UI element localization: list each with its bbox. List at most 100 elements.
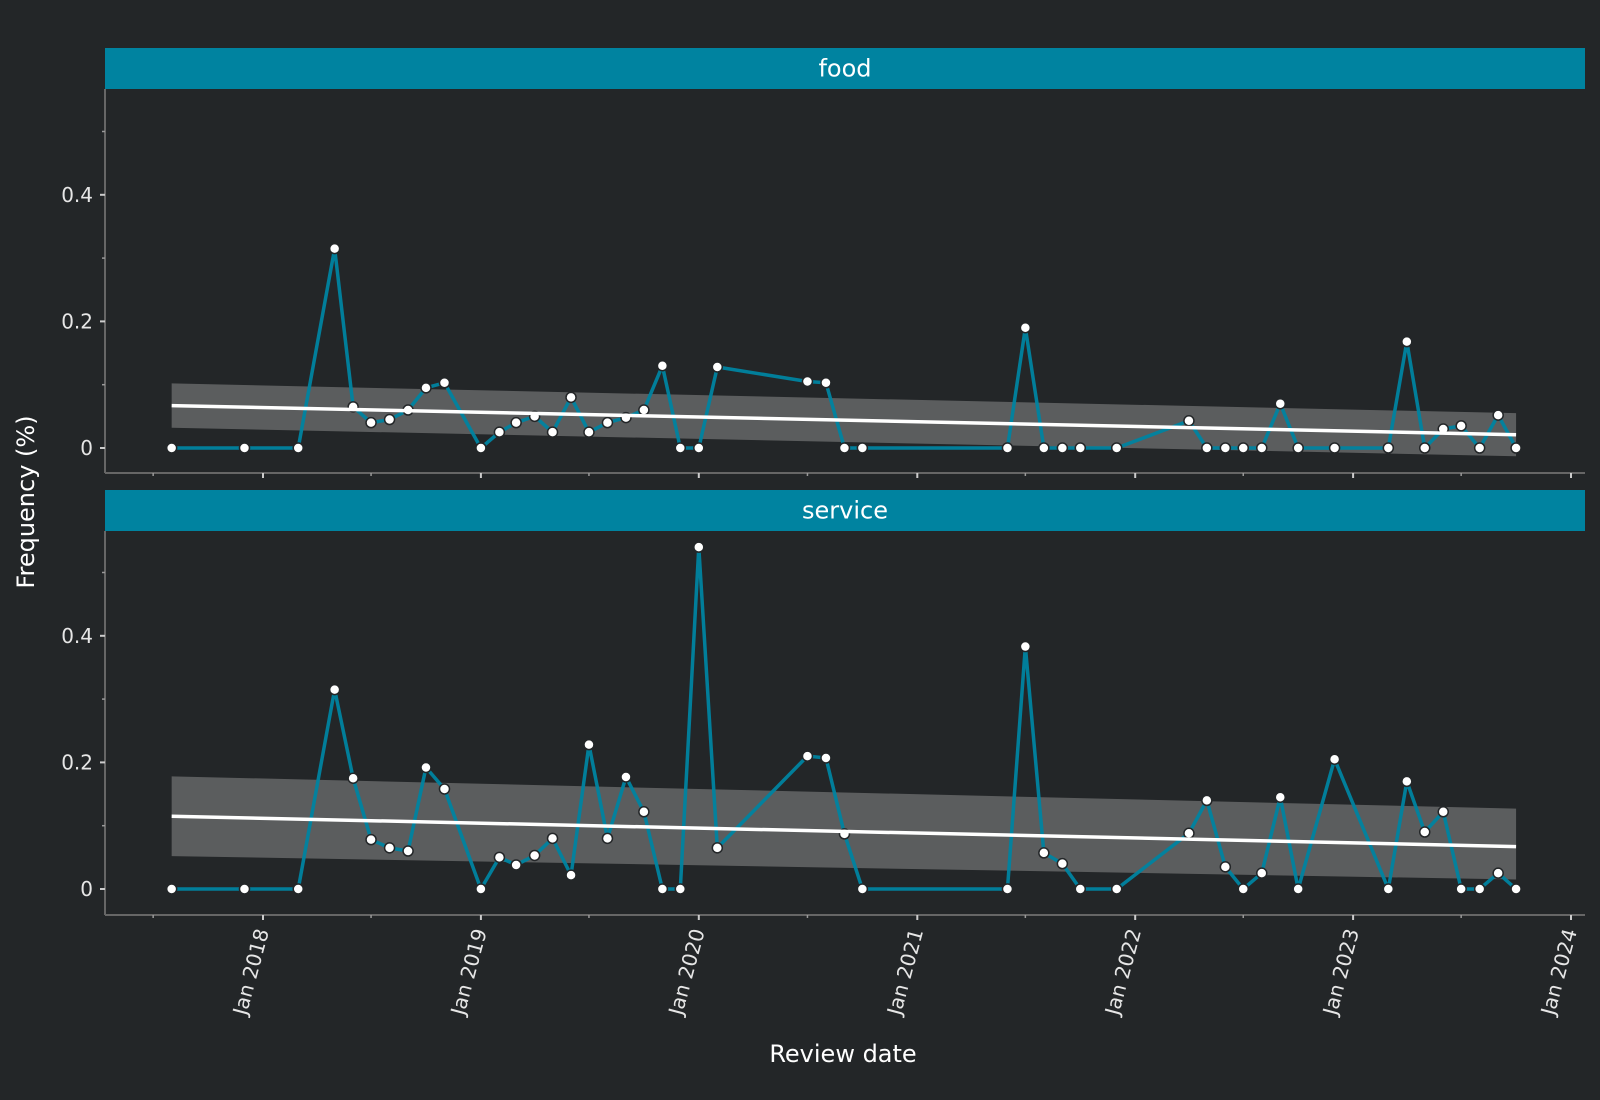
data-point xyxy=(1492,867,1504,879)
y-tick-label: 0 xyxy=(80,877,93,901)
data-point xyxy=(347,772,359,784)
facet-strip-label: food xyxy=(818,55,871,83)
data-point xyxy=(1455,883,1467,895)
data-point xyxy=(856,883,869,895)
data-point xyxy=(820,377,832,389)
data-point xyxy=(165,883,178,895)
data-point xyxy=(438,783,451,795)
data-point xyxy=(1292,883,1304,895)
data-point xyxy=(1219,442,1232,454)
data-point xyxy=(656,359,669,372)
data-point xyxy=(1110,442,1123,454)
data-point xyxy=(1074,883,1087,895)
data-point xyxy=(402,845,414,857)
data-point xyxy=(546,426,559,438)
data-point xyxy=(674,442,687,454)
data-point xyxy=(493,426,506,438)
data-point xyxy=(238,442,251,454)
data-point xyxy=(711,361,724,373)
data-point xyxy=(328,242,341,255)
y-tick-label: 0.4 xyxy=(61,183,93,207)
data-point xyxy=(801,750,814,762)
data-point xyxy=(638,404,650,416)
data-point xyxy=(1274,397,1287,410)
data-point xyxy=(565,869,577,881)
data-point xyxy=(292,442,304,454)
data-point xyxy=(1328,442,1341,454)
trend-line xyxy=(171,814,1517,849)
data-point xyxy=(238,883,251,895)
facet-strip-label: service xyxy=(802,497,888,525)
facet-panels: food 0 0.2 0.4 service 0 0.2 0.4 xyxy=(61,48,1585,920)
data-point xyxy=(1418,826,1431,838)
data-point xyxy=(510,859,522,871)
data-point xyxy=(693,442,705,454)
data-point xyxy=(1510,883,1522,895)
data-point xyxy=(1201,794,1213,807)
data-point xyxy=(565,391,577,404)
data-point xyxy=(1237,442,1250,454)
data-point xyxy=(801,375,814,388)
data-point xyxy=(1056,442,1069,454)
data-point xyxy=(1019,640,1032,653)
data-point xyxy=(475,442,487,454)
data-point xyxy=(1074,442,1087,454)
data-point xyxy=(383,413,396,426)
y-tick-label: 0 xyxy=(80,436,93,460)
data-point xyxy=(1256,442,1268,454)
data-point xyxy=(601,832,614,845)
data-point xyxy=(292,883,304,895)
data-point xyxy=(510,416,522,429)
data-point xyxy=(1038,847,1050,859)
data-point xyxy=(1510,442,1522,454)
data-point xyxy=(820,752,832,764)
data-point xyxy=(1455,420,1467,432)
data-point xyxy=(438,377,451,389)
data-point xyxy=(1038,442,1050,454)
data-point xyxy=(1473,883,1486,895)
data-point xyxy=(1328,753,1341,765)
data-point xyxy=(546,832,559,845)
y-axis-title: Frequency (%) xyxy=(12,415,40,588)
data-point xyxy=(1437,806,1449,818)
facet-strip xyxy=(105,490,1585,531)
data-point xyxy=(1401,335,1413,348)
data-point xyxy=(1418,442,1431,454)
data-point xyxy=(365,416,377,429)
trend-line xyxy=(171,403,1517,437)
data-point xyxy=(583,738,595,751)
data-point xyxy=(856,442,869,454)
y-tick-label: 0.2 xyxy=(61,309,93,333)
data-point xyxy=(528,849,541,862)
data-point xyxy=(1492,409,1504,421)
data-point xyxy=(638,806,650,818)
data-point xyxy=(1237,883,1250,895)
data-point xyxy=(1274,791,1287,803)
data-point xyxy=(674,883,687,895)
panel-service: service 0 0.2 0.4 xyxy=(61,490,1585,920)
data-point xyxy=(420,382,432,394)
data-point xyxy=(1201,442,1213,454)
data-point xyxy=(1183,827,1195,840)
data-point xyxy=(1473,442,1486,454)
data-point xyxy=(1183,415,1195,427)
data-point xyxy=(165,442,178,454)
data-point xyxy=(1219,861,1232,873)
panel-food: food 0 0.2 0.4 xyxy=(61,48,1585,478)
data-point xyxy=(656,883,669,895)
data-point xyxy=(1056,857,1069,870)
data-point xyxy=(328,683,341,696)
data-point xyxy=(1292,442,1304,454)
data-point xyxy=(583,426,595,438)
data-point xyxy=(1110,883,1123,895)
data-point xyxy=(475,883,487,895)
y-tick-label: 0.4 xyxy=(61,624,93,648)
data-point xyxy=(601,416,614,429)
data-point xyxy=(1001,442,1014,454)
y-tick-label: 0.2 xyxy=(61,750,93,774)
data-point xyxy=(711,842,724,854)
data-point xyxy=(1019,321,1032,334)
data-point xyxy=(420,761,432,774)
